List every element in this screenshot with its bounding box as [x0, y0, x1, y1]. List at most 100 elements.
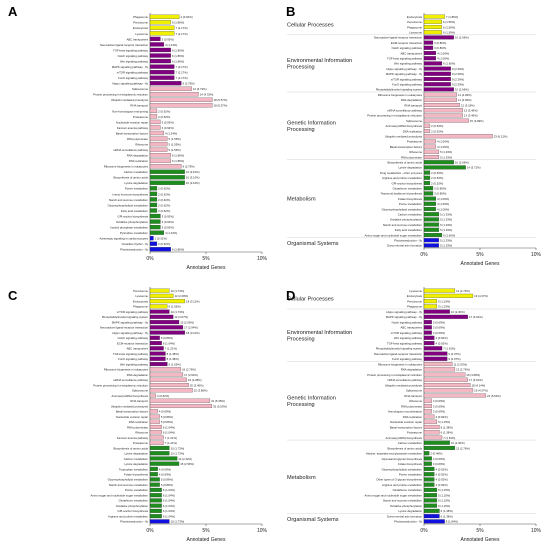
bar: [423, 466, 435, 471]
category-label: Endocytosis: [133, 299, 149, 303]
group-label-cellular-processes: Cellular Processes: [287, 22, 334, 28]
value-label: 3 (0.93%): [162, 214, 174, 218]
value-label: 17 (3.91%): [469, 315, 483, 319]
category-label: Lysosome: [409, 31, 422, 35]
category-label: Glycerophospholipid metabolism: [382, 467, 423, 471]
value-label: 2 (0.53%): [431, 124, 443, 128]
category-label: Wnt signaling pathway: [394, 62, 423, 66]
category-label: Starch and sucrose metabolism: [383, 223, 423, 227]
value-label: 10 (1.73%): [171, 446, 185, 450]
value-label: 14 (2.42%): [178, 457, 192, 461]
value-label: 6 (1.60%): [443, 62, 455, 66]
bar: [149, 409, 158, 414]
category-label: RNA transport: [130, 399, 148, 403]
value-label: 6 (1.04%): [163, 488, 175, 492]
value-label: 4 (1.24%): [165, 131, 177, 135]
bar: [149, 208, 158, 213]
bar: [149, 461, 180, 466]
category-label: Basal transcription factors: [116, 410, 149, 414]
bar: [423, 118, 469, 123]
value-label: 15 (2.59%): [180, 462, 194, 466]
bar: [423, 144, 436, 149]
category-label: Hippo signaling pathway - fly: [386, 67, 422, 71]
value-label: 7 (2.17%): [176, 65, 188, 69]
category-label: Other types of O-glycan biosynthesis: [376, 478, 422, 482]
category-label: Carbon metabolism: [398, 441, 423, 445]
bar: [149, 304, 168, 309]
value-label: 2 (0.53%): [431, 176, 443, 180]
group-label-metabolism: Metabolism: [287, 475, 316, 481]
value-label: 5 (1.33%): [440, 239, 452, 243]
category-label: RNA transport: [404, 103, 422, 107]
bar: [423, 482, 435, 487]
category-label: ECM-receptor interaction: [391, 41, 423, 45]
bar: [423, 377, 468, 382]
value-label: 5 (1.15%): [438, 299, 450, 303]
value-label: 12 (2.76%): [456, 368, 470, 372]
value-label: 3 (0.69%): [433, 331, 445, 335]
value-label: 13 (3.46%): [464, 109, 478, 113]
group-label-genetic-information-processing: Genetic Information Processing: [287, 396, 336, 408]
category-label: Ribosome biogenesis in eukaryotes: [378, 93, 423, 97]
group-label-line: Environmental Information: [287, 330, 352, 336]
bar: [149, 42, 165, 47]
bar: [423, 155, 440, 159]
category-label: Oxidative phosphorylation: [116, 504, 149, 508]
bar: [149, 14, 180, 19]
value-label: 12 (2.76%): [456, 289, 470, 293]
category-label: mRNA surveillance pathway: [113, 378, 148, 382]
bar: [423, 498, 438, 503]
value-label: 7 (1.61%): [443, 347, 455, 351]
category-label: Glycerophospholipid metabolism: [382, 207, 423, 211]
value-label: 12 (3.19%): [461, 103, 475, 107]
bar: [149, 147, 168, 152]
category-label: Basal transcription factors: [390, 425, 423, 429]
bar: [423, 472, 435, 477]
bar: [423, 238, 440, 243]
category-label: GPI-anchor biosynthesis: [118, 509, 149, 513]
panel-label: C: [8, 288, 18, 303]
value-label: 9 (1.55%): [169, 362, 181, 366]
bar: [149, 383, 189, 388]
category-label: Protein processing in endoplasmic reticu…: [367, 114, 422, 118]
value-label: 7 (1.21%): [165, 441, 177, 445]
value-label: 3 (0.93%): [162, 225, 174, 229]
value-label: 5 (1.33%): [440, 228, 452, 232]
category-label: Ribosome biogenesis in eukaryotes: [104, 165, 149, 169]
value-label: 9 (2.07%): [448, 357, 460, 361]
category-label: Phagosome: [133, 15, 148, 19]
category-label: Nucleotide excision repair: [116, 415, 148, 419]
category-label: mTOR signaling pathway: [391, 77, 423, 81]
value-label: 19 (4.37%): [474, 294, 488, 298]
value-label: 7 (1.21%): [165, 436, 177, 440]
bar: [149, 293, 174, 298]
value-label: 10 (1.73%): [171, 520, 185, 524]
value-label: 2 (0.62%): [158, 203, 170, 207]
bar: [149, 92, 199, 97]
category-label: Phototransduction - fly: [394, 520, 422, 524]
value-label: 3 (0.93%): [162, 37, 174, 41]
category-label: Glycerophospholipid metabolism: [108, 478, 149, 482]
value-label: 5 (1.15%): [438, 493, 450, 497]
category-label: Proteasome: [133, 441, 149, 445]
bar: [423, 362, 453, 367]
value-label: 15 (3.99%): [470, 119, 484, 123]
bar: [149, 241, 158, 246]
bar: [423, 227, 440, 232]
value-label: 6 (1.38%): [441, 431, 453, 435]
category-label: Proteasome: [407, 140, 423, 144]
value-label: 4 (1.06%): [437, 197, 449, 201]
value-label: 6 (1.59%): [443, 31, 455, 35]
category-label: Glycosaminoglycan biosynthesis: [382, 457, 423, 461]
value-label: 3 (0.93%): [162, 120, 174, 124]
value-label: 5 (0.86%): [161, 483, 173, 487]
bar: [149, 346, 164, 351]
value-label: 5 (1.15%): [438, 504, 450, 508]
bar: [423, 503, 438, 508]
category-label: FoxO signaling pathway: [118, 76, 148, 80]
value-label: 10 (2.66%): [455, 36, 469, 40]
group-label-organismal-systems: Organismal Systems: [287, 241, 339, 247]
bar: [423, 196, 436, 201]
category-label: RNA polymerase: [401, 155, 422, 159]
group-label-line: Processing: [287, 336, 315, 342]
